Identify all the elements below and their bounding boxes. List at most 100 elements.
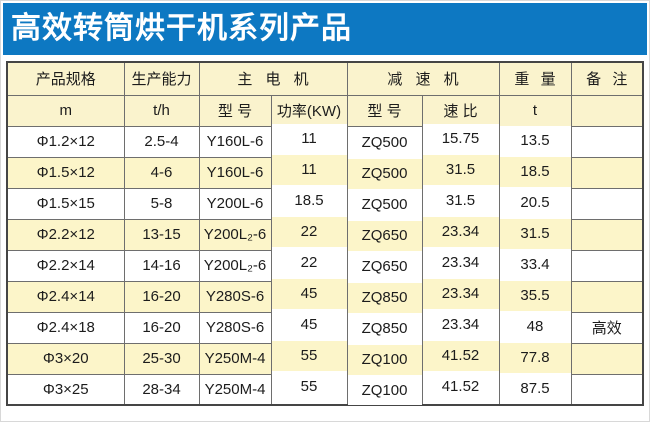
cell-weight: 18.5 [498, 155, 572, 188]
cell-note: 高效 [570, 311, 644, 344]
cell-motor-model: Y280S-6 [198, 311, 272, 344]
cell-reducer-model: ZQ100 [346, 343, 423, 376]
cell-motor-model: Y200L₂-6 [198, 249, 272, 282]
product-spec-table: 产品规格 生产能力 主 电 机 减 速 机 重 量 备 注 m t/h 型 号 … [6, 61, 644, 407]
cell-reducer-model: ZQ650 [346, 250, 423, 283]
cell-power: 22 [270, 246, 348, 279]
cell-note [570, 125, 644, 158]
table-row: Φ3×25 28-34 Y250M-4 55 ZQ100 41.52 87.5 [6, 370, 644, 407]
cell-power: 11 [270, 122, 348, 155]
cell-weight: 77.8 [498, 341, 572, 374]
cell-capacity: 25-30 [123, 342, 200, 375]
cell-capacity: 4-6 [123, 156, 200, 189]
cell-note [570, 156, 644, 189]
cell-spec: Φ2.2×14 [6, 249, 125, 282]
cell-reducer-model: ZQ850 [346, 281, 423, 314]
cell-power: 45 [270, 277, 348, 310]
cell-power: 11 [270, 153, 348, 186]
cell-motor-model: Y250M-4 [198, 342, 272, 375]
col-header-reducer: 减 速 机 [346, 61, 500, 96]
cell-motor-model: Y250M-4 [198, 373, 272, 406]
subheader-reducer-model: 型 号 [346, 94, 423, 127]
subheader-speed-ratio: 速 比 [421, 94, 500, 127]
table-row: Φ2.4×14 16-20 Y280S-6 45 ZQ850 23.34 35.5 [6, 277, 644, 314]
cell-note [570, 218, 644, 251]
table-header: 产品规格 生产能力 主 电 机 减 速 机 重 量 备 注 m t/h 型 号 … [6, 61, 644, 127]
table-row: Φ2.2×14 14-16 Y200L₂-6 22 ZQ650 23.34 33.4 [6, 246, 644, 283]
cell-reducer-model: ZQ850 [346, 312, 423, 345]
cell-spec: Φ2.4×18 [6, 311, 125, 344]
cell-note [570, 187, 644, 220]
cell-weight: 31.5 [498, 217, 572, 250]
cell-capacity: 5-8 [123, 187, 200, 220]
title-banner: 高效转筒烘干机系列产品 [3, 3, 647, 55]
cell-power: 45 [270, 308, 348, 341]
col-header-main-motor: 主 电 机 [198, 61, 348, 96]
cell-capacity: 14-16 [123, 249, 200, 282]
subheader-power-kw: 功率(KW) [270, 94, 348, 127]
cell-weight: 87.5 [498, 372, 572, 405]
cell-note [570, 342, 644, 375]
cell-ratio: 31.5 [421, 184, 500, 217]
sub-header-row: m t/h 型 号 功率(KW) 型 号 速 比 t [6, 94, 644, 127]
cell-power: 22 [270, 215, 348, 248]
col-header-notes: 备 注 [570, 61, 644, 96]
cell-motor-model: Y280S-6 [198, 280, 272, 313]
cell-capacity: 28-34 [123, 373, 200, 406]
table-row: Φ1.5×15 5-8 Y200L-6 18.5 ZQ500 31.5 20.5 [6, 184, 644, 221]
cell-motor-model: Y200L-6 [198, 187, 272, 220]
cell-ratio: 15.75 [421, 122, 500, 155]
col-header-spec: 产品规格 [6, 61, 125, 96]
cell-weight: 35.5 [498, 279, 572, 312]
subheader-unit-th: t/h [123, 94, 200, 127]
cell-ratio: 23.34 [421, 308, 500, 341]
cell-spec: Φ3×25 [6, 373, 125, 406]
cell-ratio: 41.52 [421, 370, 500, 403]
table-body: Φ1.2×12 2.5-4 Y160L-6 11 ZQ500 15.75 13.5 Φ1.5×… [6, 122, 644, 407]
cell-motor-model: Y160L-6 [198, 156, 272, 189]
cell-weight: 48 [498, 310, 572, 343]
cell-power: 18.5 [270, 184, 348, 217]
cell-motor-model: Y160L-6 [198, 125, 272, 158]
cell-reducer-model: ZQ100 [346, 374, 423, 407]
table-row: Φ2.4×18 16-20 Y280S-6 45 ZQ850 23.34 48 高效 [6, 308, 644, 345]
cell-note [570, 373, 644, 406]
table-row: Φ2.2×12 13-15 Y200L₂-6 22 ZQ650 23.34 31.5 [6, 215, 644, 252]
cell-ratio: 23.34 [421, 246, 500, 279]
table-row: Φ1.2×12 2.5-4 Y160L-6 11 ZQ500 15.75 13.5 [6, 122, 644, 159]
subheader-motor-model: 型 号 [198, 94, 272, 127]
group-header-row: 产品规格 生产能力 主 电 机 减 速 机 重 量 备 注 [6, 61, 644, 96]
table-row: Φ3×20 25-30 Y250M-4 55 ZQ100 41.52 77.8 [6, 339, 644, 376]
cell-weight: 33.4 [498, 248, 572, 281]
cell-ratio: 31.5 [421, 153, 500, 186]
cell-ratio: 23.34 [421, 277, 500, 310]
col-header-weight: 重 量 [498, 61, 572, 96]
cell-reducer-model: ZQ500 [346, 126, 423, 159]
cell-weight: 20.5 [498, 186, 572, 219]
cell-note [570, 249, 644, 282]
subheader-unit-t: t [498, 94, 572, 127]
cell-spec: Φ1.5×15 [6, 187, 125, 220]
cell-spec: Φ3×20 [6, 342, 125, 375]
page-title: 高效转筒烘干机系列产品 [11, 12, 352, 45]
cell-capacity: 2.5-4 [123, 125, 200, 158]
cell-spec: Φ1.2×12 [6, 125, 125, 158]
cell-capacity: 13-15 [123, 218, 200, 251]
cell-spec: Φ2.4×14 [6, 280, 125, 313]
cell-capacity: 16-20 [123, 280, 200, 313]
cell-note [570, 280, 644, 313]
table-row: Φ1.5×12 4-6 Y160L-6 11 ZQ500 31.5 18.5 [6, 153, 644, 190]
subheader-notes-empty [570, 94, 644, 127]
cell-spec: Φ2.2×12 [6, 218, 125, 251]
cell-reducer-model: ZQ500 [346, 188, 423, 221]
cell-ratio: 23.34 [421, 215, 500, 248]
cell-capacity: 16-20 [123, 311, 200, 344]
cell-motor-model: Y200L₂-6 [198, 218, 272, 251]
subheader-unit-m: m [6, 94, 125, 127]
cell-reducer-model: ZQ500 [346, 157, 423, 190]
col-header-capacity: 生产能力 [123, 61, 200, 96]
cell-reducer-model: ZQ650 [346, 219, 423, 252]
cell-weight: 13.5 [498, 124, 572, 157]
cell-spec: Φ1.5×12 [6, 156, 125, 189]
